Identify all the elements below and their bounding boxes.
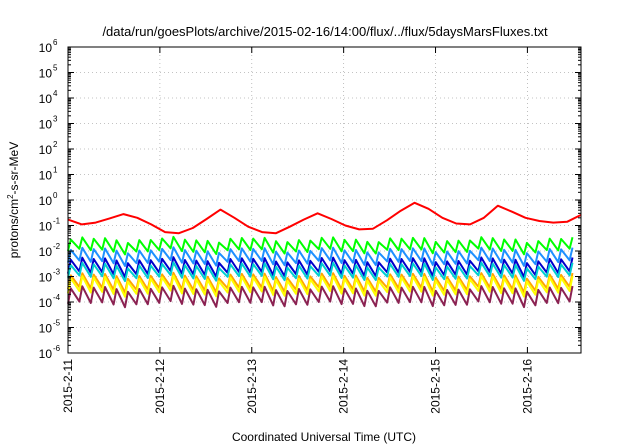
y-tick-label: 104 [39, 89, 58, 106]
x-tick-label: 2015-2-15 [429, 359, 443, 414]
series-line [67, 261, 574, 283]
y-tick-labels: 10-6 10-5 10-4 10-3 10-2 10-1 100 101 102 103 104 1… [39, 38, 61, 361]
y-tick-label: 10-5 [39, 319, 61, 336]
x-tick-label: 2015-2-13 [245, 359, 259, 414]
y-axis-label-sup: 2 [6, 194, 15, 199]
series-line [67, 284, 574, 309]
x-axis-label: Coordinated Universal Time (UTC) [232, 430, 416, 444]
chart-title: /data/run/goesPlots/archive/2015-02-16/1… [102, 24, 548, 39]
y-axis-label-prefix: protons/cm [7, 199, 21, 258]
x-tick-label: 2015-2-14 [337, 359, 351, 414]
series-line [67, 235, 574, 256]
y-tick-label: 10-4 [39, 293, 61, 310]
y-axis-label: protons/cm2-s-sr-MeV [6, 142, 21, 258]
y-tick-label: 10-6 [39, 344, 61, 361]
series-line [67, 274, 574, 298]
x-tick-label: 2015-2-16 [520, 359, 534, 414]
x-tick-labels: 2015-2-11 2015-2-12 2015-2-13 2015-2-14 2015… [61, 359, 534, 414]
y-axis-label-suffix: -s-sr-MeV [7, 142, 21, 195]
y-tick-label: 101 [39, 166, 58, 183]
y-tick-label: 10-2 [39, 242, 61, 259]
y-tick-label: 10-1 [39, 217, 61, 234]
series-lines [67, 201, 582, 309]
y-tick-label: 100 [39, 191, 58, 208]
x-tick-label: 2015-2-12 [153, 359, 167, 414]
y-tick-label: 105 [39, 64, 58, 81]
y-tick-label: 10-3 [39, 268, 61, 285]
series-line [67, 201, 582, 235]
series-line [67, 246, 574, 267]
y-tick-label: 106 [39, 38, 58, 55]
axis-ticks [67, 46, 581, 354]
grid-lines [68, 47, 581, 353]
y-tick-label: 102 [39, 140, 58, 157]
x-tick-label: 2015-2-11 [61, 359, 75, 413]
y-tick-label: 103 [39, 115, 58, 132]
